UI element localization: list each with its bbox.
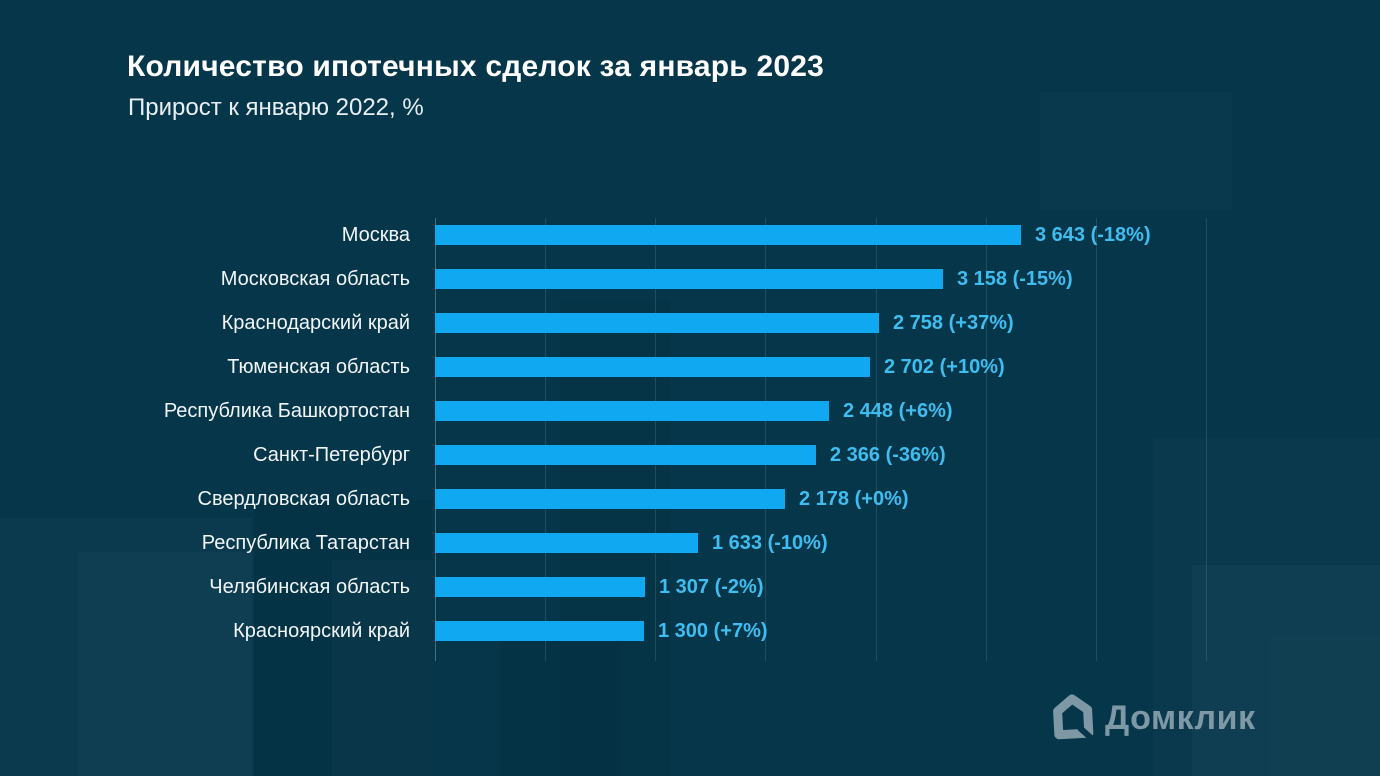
bar: [435, 401, 829, 421]
value-label: 2 448 (+6%): [843, 400, 953, 422]
bar: [435, 357, 870, 377]
bar: [435, 445, 816, 465]
value-label: 1 307 (-2%): [659, 576, 764, 598]
grid-line: [985, 218, 987, 661]
category-label: Челябинская область: [209, 576, 410, 598]
category-label: Республика Татарстан: [201, 532, 410, 554]
category-label: Свердловская область: [197, 488, 410, 510]
category-label: Московская область: [220, 268, 410, 290]
bar: [435, 533, 698, 553]
bar: [435, 577, 645, 597]
bar: [435, 269, 943, 289]
bar: [435, 225, 1021, 245]
grid-line: [1095, 218, 1097, 661]
bar: [435, 313, 879, 333]
grid-line: [765, 218, 767, 661]
bar: [435, 489, 785, 509]
value-label: 3 158 (-15%): [957, 268, 1073, 290]
value-label: 2 178 (+0%): [799, 488, 909, 510]
grid-line: [545, 218, 547, 661]
page-title: Количество ипотечных сделок за январь 20…: [127, 50, 825, 83]
domclick-logo-text: Домклик: [1105, 698, 1256, 737]
category-label: Красноярский край: [233, 620, 410, 642]
value-label: 1 300 (+7%): [658, 620, 768, 642]
category-label: Тюменская область: [227, 356, 410, 378]
y-axis-line: [435, 218, 436, 661]
bar: [435, 621, 644, 641]
grid-line: [875, 218, 877, 661]
grid-line: [655, 218, 657, 661]
domclick-logo: Домклик: [1052, 690, 1256, 746]
category-label: Республика Башкортостан: [163, 400, 410, 422]
value-label: 2 366 (-36%): [830, 444, 946, 466]
value-label: 2 758 (+37%): [893, 312, 1014, 334]
value-label: 3 643 (-18%): [1035, 224, 1151, 246]
category-label: Санкт-Петербург: [253, 444, 410, 466]
value-label: 2 702 (+10%): [884, 356, 1005, 378]
value-label: 1 633 (-10%): [712, 532, 828, 554]
domclick-house-icon: [1053, 694, 1094, 744]
grid-line: [1206, 218, 1207, 661]
page-subtitle: Прирост к январю 2022, %: [128, 94, 424, 121]
category-label: Москва: [341, 224, 410, 246]
category-label: Краснодарский край: [221, 312, 410, 334]
